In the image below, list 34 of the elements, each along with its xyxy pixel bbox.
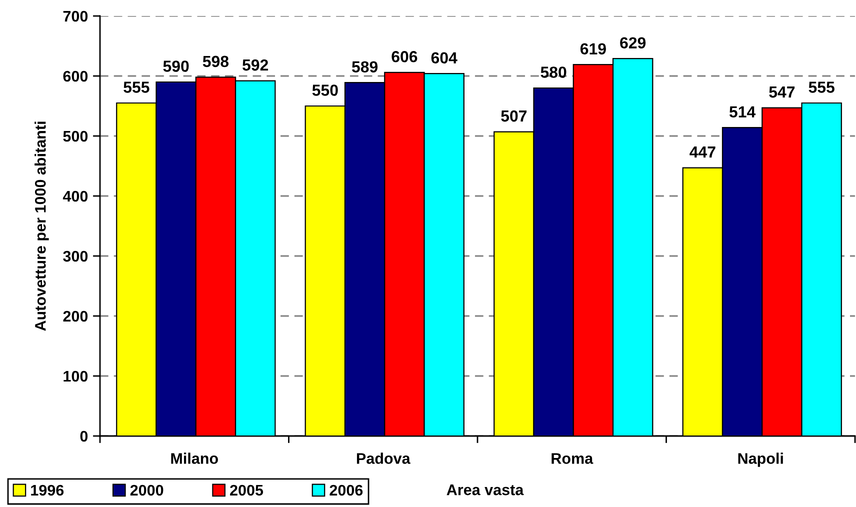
x-tick-label: Padova (356, 452, 410, 464)
data-label: 629 (620, 37, 646, 48)
y-tick-label: 700 (63, 10, 88, 22)
data-label: 592 (242, 59, 268, 71)
data-label: 598 (202, 56, 229, 68)
data-label: 507 (501, 110, 527, 122)
y-tick-label: 600 (63, 70, 88, 82)
legend-label: 2006 (330, 484, 363, 496)
data-label: 580 (540, 66, 566, 78)
x-axis-title: Area vasta (446, 484, 524, 496)
data-label: 555 (808, 82, 834, 93)
data-label: 514 (729, 106, 756, 118)
legend-label: 1996 (31, 484, 64, 496)
data-label: 589 (352, 61, 378, 72)
y-tick-label: 500 (63, 130, 88, 142)
data-label: 555 (124, 82, 150, 93)
x-tick-label: Roma (552, 453, 594, 464)
data-label: 547 (769, 86, 795, 98)
data-label: 447 (690, 146, 716, 158)
data-label: 606 (392, 50, 418, 62)
data-label: 619 (580, 43, 606, 54)
legend-label: 2000 (130, 484, 164, 496)
data-label: 550 (312, 84, 338, 96)
y-tick-label: 100 (64, 370, 88, 382)
data-label: 604 (431, 52, 458, 64)
legend-label: 2005 (230, 484, 264, 496)
y-tick-label: 300 (63, 250, 88, 262)
x-tick-label: Napoli (738, 452, 783, 467)
y-tick-label: 200 (63, 310, 88, 322)
x-tick-label: Milano (171, 452, 218, 464)
y-axis-title: Autovetture per 1000 abitanti (34, 122, 49, 331)
data-label: 590 (163, 60, 189, 72)
y-tick-label: 0 (80, 430, 88, 442)
y-tick-label: 400 (62, 190, 88, 202)
